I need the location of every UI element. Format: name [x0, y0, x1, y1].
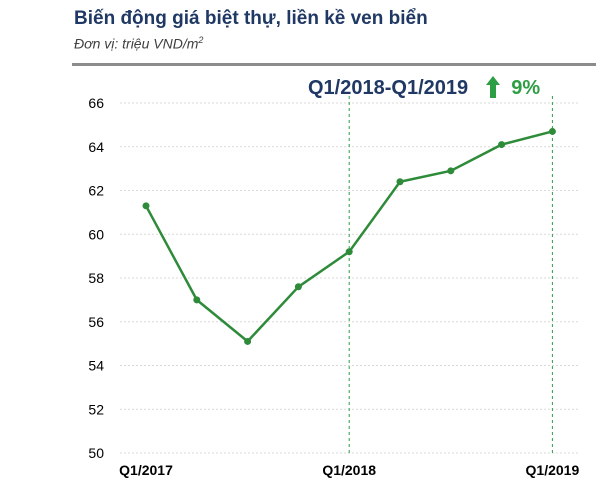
- data-point: [244, 337, 252, 345]
- y-tick-label: 52: [88, 401, 104, 417]
- unit-superscript: 2: [198, 35, 204, 45]
- header-divider: [72, 63, 596, 66]
- data-point: [193, 296, 201, 304]
- data-point: [294, 283, 302, 291]
- data-point: [548, 127, 556, 135]
- unit-text: Đơn vị: triệu VND/m: [74, 35, 199, 52]
- x-axis-ticks: Q1/2017 Q1/2018 Q1/2019: [119, 462, 579, 478]
- data-point: [396, 178, 404, 186]
- data-point: [498, 141, 506, 149]
- annotation-percentage: 9%: [511, 77, 541, 99]
- y-tick-label: 66: [88, 95, 104, 111]
- gridlines: [120, 102, 580, 454]
- x-tick-label: Q1/2018: [322, 462, 376, 478]
- annotation-period: Q1/2018-Q1/2019: [308, 77, 469, 99]
- change-annotation: Q1/2018-Q1/2019 9%: [308, 76, 540, 100]
- y-tick-label: 60: [88, 226, 104, 242]
- y-tick-label: 54: [88, 358, 104, 374]
- data-point: [345, 248, 353, 256]
- y-tick-label: 50: [88, 445, 104, 461]
- data-point: [447, 167, 455, 175]
- y-axis-ticks: 50 52 54 56 58 60 62 64 66: [88, 95, 104, 461]
- y-tick-label: 64: [88, 139, 104, 155]
- chart-title: Biến động giá biệt thự, liền kề ven biển: [74, 8, 428, 29]
- x-tick-label: Q1/2017: [119, 462, 173, 478]
- data-points: [142, 127, 556, 345]
- chart-unit-subtitle: Đơn vị: triệu VND/m2: [74, 35, 203, 52]
- y-tick-label: 58: [88, 270, 104, 286]
- y-tick-label: 62: [88, 183, 104, 199]
- data-point: [142, 202, 150, 210]
- period-markers: [348, 96, 553, 453]
- y-tick-label: 56: [88, 314, 104, 330]
- up-arrow-icon: [485, 76, 500, 98]
- x-tick-label: Q1/2019: [526, 462, 580, 478]
